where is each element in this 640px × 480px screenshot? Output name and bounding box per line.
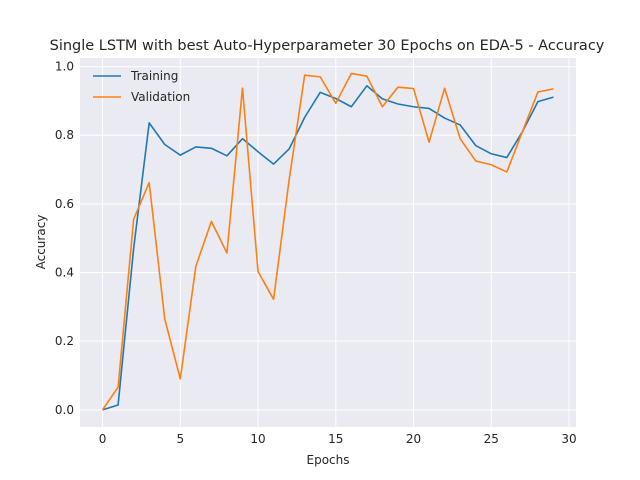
series-lines xyxy=(101,72,554,411)
y-axis-ticks: 0.0 0.2 0.4 0.6 0.8 1.0 xyxy=(55,60,74,417)
series-line-training xyxy=(102,85,554,411)
y-axis-label: Accuracy xyxy=(34,215,48,270)
y-tick-label: 0.0 xyxy=(55,403,74,417)
x-axis-label: Epochs xyxy=(307,453,350,467)
legend-label-validation: Validation xyxy=(131,90,190,104)
grid-lines xyxy=(80,58,576,427)
series-line-validation xyxy=(101,72,554,411)
x-tick-label: 10 xyxy=(250,432,265,446)
x-tick-label: 0 xyxy=(99,432,107,446)
y-tick-label: 0.4 xyxy=(55,266,74,280)
legend: Training Validation xyxy=(93,69,190,104)
x-tick-label: 20 xyxy=(406,432,421,446)
x-tick-label: 15 xyxy=(328,432,343,446)
legend-label-training: Training xyxy=(130,69,178,83)
x-tick-label: 25 xyxy=(484,432,499,446)
x-tick-label: 30 xyxy=(561,432,576,446)
plot-area xyxy=(80,58,576,427)
x-axis-ticks: 0 5 10 15 20 25 30 xyxy=(99,432,577,446)
y-tick-label: 1.0 xyxy=(55,60,74,74)
y-tick-label: 0.8 xyxy=(55,128,74,142)
chart-title: Single LSTM with best Auto-Hyperparamete… xyxy=(50,38,605,54)
x-tick-label: 5 xyxy=(176,432,184,446)
y-tick-label: 0.6 xyxy=(55,197,74,211)
y-tick-label: 0.2 xyxy=(55,334,74,348)
